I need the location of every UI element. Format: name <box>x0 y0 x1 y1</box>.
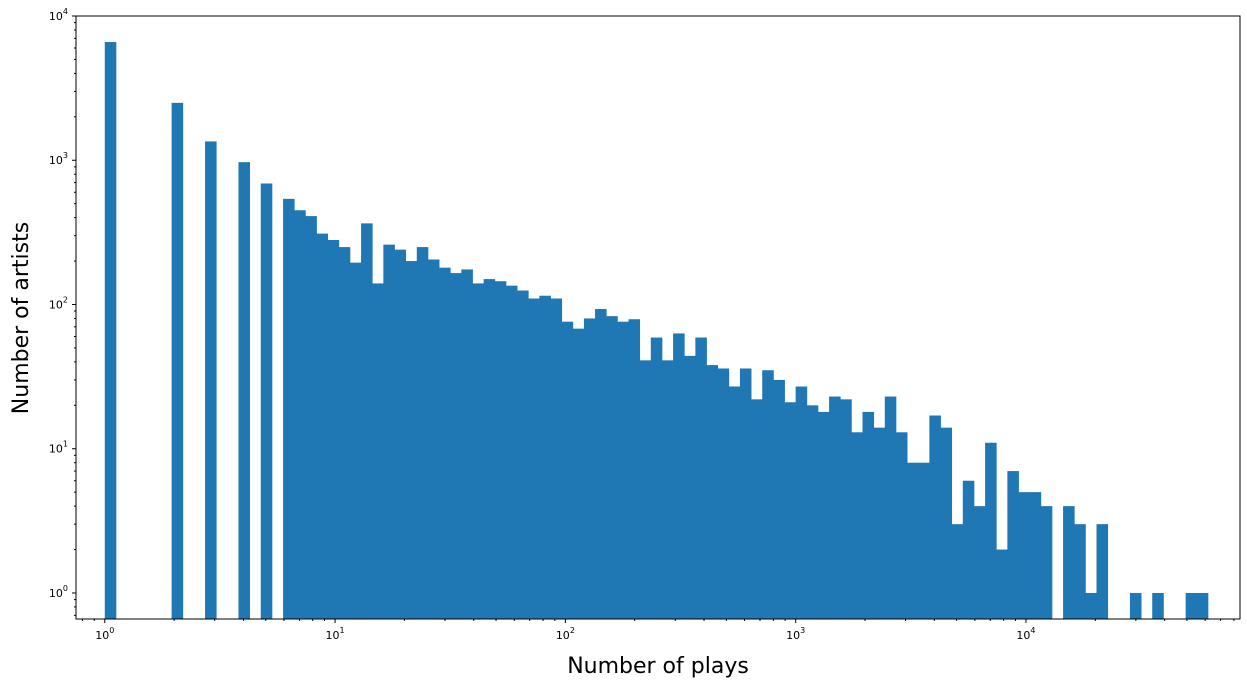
y-tick-label: 104 <box>49 7 68 23</box>
histogram-bar <box>806 405 819 619</box>
x-tick-label: 103 <box>786 626 805 642</box>
histogram-bar <box>862 411 875 619</box>
histogram-bar <box>561 321 574 619</box>
histogram-bar <box>695 337 707 619</box>
histogram-bar <box>461 269 473 619</box>
histogram-bar <box>1074 524 1086 619</box>
histogram-bar <box>1040 506 1053 619</box>
histogram-bar <box>595 309 607 619</box>
histogram-bar <box>305 216 317 619</box>
histogram-bar <box>1196 592 1209 619</box>
histogram-bar <box>884 396 897 619</box>
histogram-bar <box>483 279 496 619</box>
x-tick-label: 104 <box>1016 626 1035 642</box>
histogram-bar <box>918 462 930 619</box>
histogram-bar <box>751 399 763 619</box>
histogram-bar <box>606 316 618 619</box>
histogram-bar <box>1018 492 1031 619</box>
histogram-bar <box>873 427 886 619</box>
histogram-bar <box>238 162 251 619</box>
histogram-bar <box>739 368 752 619</box>
histogram-bar <box>394 249 407 619</box>
histogram-bar <box>1152 592 1164 619</box>
histogram-bar <box>439 267 451 619</box>
histogram-bar <box>104 42 117 619</box>
histogram-bar <box>372 283 384 619</box>
histogram-bar <box>383 244 395 619</box>
plot-frame <box>75 15 1241 620</box>
y-tick-label: 100 <box>49 584 68 600</box>
histogram-bar <box>762 370 774 619</box>
histogram-bar <box>784 402 797 619</box>
histogram-bar <box>517 290 529 619</box>
histogram-bar <box>940 427 953 619</box>
histogram-bar <box>505 285 518 619</box>
bars-group <box>104 42 1209 620</box>
histogram-bar <box>528 298 540 619</box>
histogram-bar <box>996 549 1008 619</box>
histogram-bar <box>985 442 997 619</box>
histogram-bar <box>427 259 440 619</box>
histogram-bar <box>817 411 830 619</box>
y-tick-label: 102 <box>49 295 68 311</box>
x-tick-label: 102 <box>556 626 575 642</box>
histogram-bar <box>1129 592 1142 619</box>
histogram-bar <box>661 360 674 619</box>
histogram-bar <box>338 247 351 619</box>
histogram-bar <box>639 360 652 619</box>
y-tick-label: 103 <box>49 151 68 167</box>
histogram-bar <box>416 247 429 619</box>
histogram-bar <box>706 365 719 619</box>
histogram-bar <box>673 333 685 619</box>
histogram-bar <box>349 262 362 619</box>
histogram-bar <box>628 319 641 619</box>
histogram-bar <box>283 198 295 619</box>
histogram-bar <box>973 506 986 619</box>
histogram-bar <box>327 239 340 620</box>
histogram-bar <box>539 295 551 619</box>
histogram-bar <box>1007 471 1019 619</box>
histogram-bar <box>962 480 975 619</box>
histogram-bar <box>773 379 785 619</box>
histogram-bar <box>405 261 418 619</box>
histogram-bar <box>1063 506 1075 619</box>
x-tick-label: 100 <box>95 626 114 642</box>
y-axis-label: Number of artists <box>9 222 34 414</box>
histogram-bar <box>650 337 663 619</box>
histogram-bar <box>795 386 808 619</box>
histogram-bar <box>1029 492 1042 619</box>
histogram-bar <box>829 396 841 619</box>
histogram-bar <box>617 321 629 619</box>
histogram-bar <box>951 524 964 619</box>
histogram-bar <box>361 223 373 619</box>
histogram-bar <box>1185 592 1198 619</box>
histogram-bar <box>851 432 863 619</box>
histogram-bar <box>494 281 507 619</box>
histogram-bar <box>907 462 919 619</box>
histogram-bar <box>472 283 485 619</box>
histogram-bar <box>572 328 585 619</box>
histogram-bar <box>929 415 941 619</box>
y-tick-label: 101 <box>49 440 68 456</box>
histogram-bar <box>1096 524 1109 619</box>
histogram-bar <box>583 318 596 619</box>
histogram-bar <box>260 183 273 620</box>
histogram-bar <box>316 233 329 620</box>
histogram-bar <box>1085 592 1097 619</box>
histogram-bar <box>840 399 852 619</box>
histogram-bar <box>171 102 184 620</box>
histogram-bar <box>205 141 217 619</box>
histogram-bar <box>895 432 908 619</box>
histogram-bar <box>450 273 462 619</box>
histogram-bar <box>550 298 563 619</box>
x-axis-label: Number of plays <box>567 654 749 679</box>
histogram-bar <box>684 355 696 619</box>
histogram-bar <box>717 368 730 619</box>
x-tick-label: 101 <box>326 626 345 642</box>
histogram-bar <box>294 210 306 619</box>
histogram-bar <box>728 386 741 619</box>
